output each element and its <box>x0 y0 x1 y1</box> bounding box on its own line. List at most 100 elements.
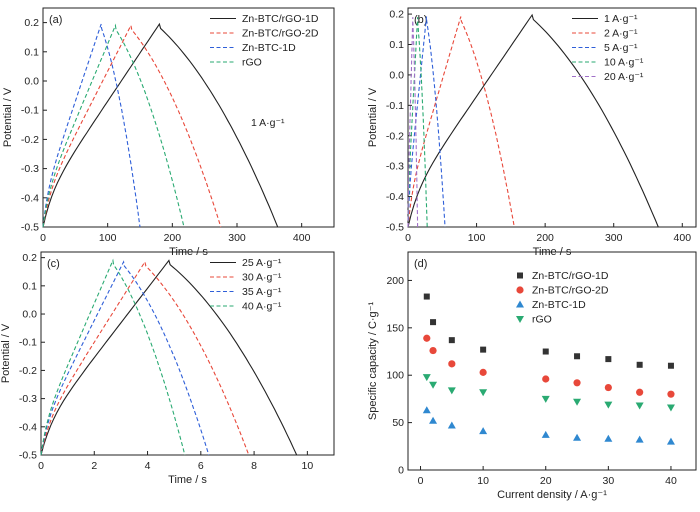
x-tick-label: 10 <box>302 460 314 472</box>
x-tick-label: 400 <box>293 232 311 244</box>
x-tick-label: 0 <box>38 460 44 472</box>
y-tick-label: -0.3 <box>21 163 39 175</box>
data-point <box>635 402 644 410</box>
y-tick-label: -0.2 <box>21 134 39 146</box>
x-tick-label: 400 <box>674 232 692 244</box>
y-axis-label: Potential / V <box>0 323 12 383</box>
legend-marker <box>517 272 523 279</box>
y-axis-label: Potential / V <box>2 87 14 147</box>
data-point <box>480 346 487 353</box>
series-line <box>40 260 210 456</box>
y-tick-label: -0.4 <box>21 192 39 204</box>
data-point <box>448 337 455 344</box>
data-point <box>605 356 612 363</box>
panel-b-chart: 0 100 200 300 400 -0.5 -0.4 -0.3 -0.2 -0.1 0.0 0.1 0… <box>367 7 697 258</box>
data-point <box>666 404 675 412</box>
legend-label: 20 A·g⁻¹ <box>604 71 644 83</box>
y-tick-label: -0.5 <box>19 450 37 462</box>
y-tick-label: 0.0 <box>24 76 39 88</box>
panel-a-chart: 0 100 200 300 400 -0.5 -0.4 -0.3 -0.2 -0.1 0.0 0.1 0… <box>2 7 335 258</box>
data-point <box>635 435 644 443</box>
y-tick-label: 0.2 <box>24 17 39 29</box>
x-tick-label: 2 <box>91 460 97 472</box>
data-point <box>542 375 550 383</box>
plot-frame <box>42 7 335 228</box>
series-line <box>407 16 446 228</box>
y-tick-label: -0.3 <box>19 393 37 405</box>
y-tick-label: 0.1 <box>24 46 39 58</box>
y-tick-label: 100 <box>386 370 404 382</box>
y-tick-label: 0.1 <box>389 39 404 51</box>
data-point <box>666 437 675 445</box>
series-line <box>40 258 186 456</box>
y-tick-label: 0.2 <box>22 252 37 264</box>
legend-label: 35 A·g⁻¹ <box>242 286 282 298</box>
series-line <box>42 23 222 228</box>
data-point <box>429 416 438 424</box>
legend-label: 40 A·g⁻¹ <box>242 301 282 313</box>
current-density-annotation: 1 A·g⁻¹ <box>251 117 285 129</box>
x-tick-label: 100 <box>99 232 117 244</box>
panel-label: (c) <box>47 258 60 270</box>
legend-label: Zn-BTC/rGO-1D <box>242 13 319 25</box>
plot-frame <box>40 251 335 456</box>
y-tick-label: -0.5 <box>386 222 404 234</box>
y-tick-label: 0.0 <box>22 309 37 321</box>
data-point <box>429 346 437 355</box>
x-tick-label: 0 <box>40 232 46 244</box>
data-point <box>573 379 581 387</box>
series-line <box>407 16 515 228</box>
y-axis-label: Specific capacity / C·g⁻¹ <box>367 302 379 421</box>
legend-label: Zn-BTC-1D <box>242 42 296 54</box>
legend-marker <box>516 286 524 294</box>
data-point <box>423 334 431 342</box>
data-point <box>574 353 581 360</box>
legend-marker <box>516 300 524 308</box>
x-tick-label: 0 <box>418 475 424 487</box>
plot-frame <box>407 7 697 228</box>
x-tick-label: 200 <box>536 232 554 244</box>
x-tick-label: 100 <box>468 232 486 244</box>
y-tick-label: -0.1 <box>21 105 39 117</box>
x-tick-label: 300 <box>228 232 246 244</box>
data-point <box>422 406 431 414</box>
y-tick-label: -0.1 <box>19 337 37 349</box>
legend-label: Zn-BTC/rGO-2D <box>242 28 319 40</box>
data-point <box>573 433 582 441</box>
data-point <box>604 383 612 392</box>
x-tick-label: 6 <box>198 460 204 472</box>
data-point <box>430 319 437 326</box>
data-point <box>667 362 674 369</box>
x-tick-label: 40 <box>665 475 677 487</box>
y-tick-label: -0.4 <box>386 191 404 203</box>
data-point <box>429 381 438 389</box>
data-point <box>448 360 456 368</box>
x-tick-label: 0 <box>405 232 411 244</box>
data-point <box>604 401 613 409</box>
series-line <box>40 259 298 456</box>
panel-label: (d) <box>414 258 427 270</box>
x-tick-label: 10 <box>477 475 489 487</box>
data-point <box>541 395 550 403</box>
y-tick-label: 0.2 <box>389 9 404 21</box>
y-tick-label: 0 <box>398 465 404 477</box>
data-point <box>667 390 675 398</box>
panel-c-chart: 0 2 4 6 8 10 -0.5 -0.4 -0.3 -0.2 -0.1 0.0 0.1 0.2 Time… <box>0 251 335 486</box>
data-point <box>479 368 487 376</box>
data-point <box>604 434 613 442</box>
y-tick-label: -0.4 <box>19 421 37 433</box>
x-tick-label: 30 <box>603 475 615 487</box>
legend-label: 25 A·g⁻¹ <box>242 257 282 269</box>
legend-label: 10 A·g⁻¹ <box>604 57 644 69</box>
panel-d-chart: 0 10 20 30 40 0 50 100 150 200 Current density / A… <box>367 251 697 501</box>
legend-label: 5 A·g⁻¹ <box>604 42 638 54</box>
y-tick-label: 0.0 <box>389 69 404 81</box>
legend-label: rGO <box>242 57 262 69</box>
y-tick-label: -0.2 <box>19 365 37 377</box>
x-tick-label: 20 <box>540 475 552 487</box>
data-point <box>573 398 582 406</box>
x-tick-label: 4 <box>145 460 151 472</box>
y-tick-label: 50 <box>392 417 404 429</box>
y-tick-label: 200 <box>386 275 404 287</box>
y-axis-label: Potential / V <box>367 87 379 147</box>
